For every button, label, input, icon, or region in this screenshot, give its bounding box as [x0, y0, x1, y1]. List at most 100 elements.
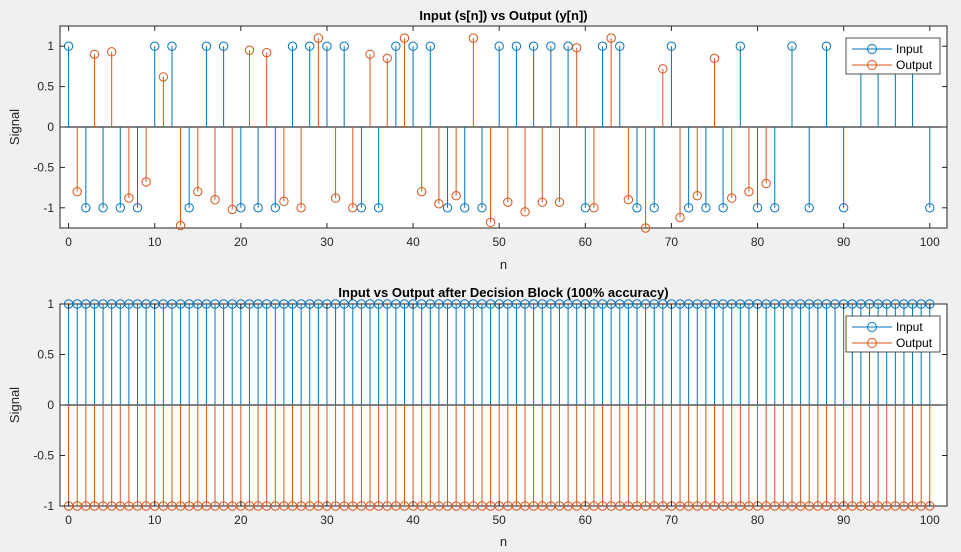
- input-marker-top: [132, 203, 143, 213]
- output-marker-top: [89, 49, 100, 59]
- legend-label-input-top: Input: [896, 42, 923, 56]
- x-axis-label-top: n: [500, 257, 507, 272]
- input-marker-top: [460, 203, 470, 213]
- input-marker-top: [373, 203, 384, 213]
- output-marker-top: [365, 49, 375, 59]
- x-tick-label-bottom: 40: [406, 513, 420, 527]
- output-marker-top: [124, 193, 134, 203]
- legend-entry-input-bottom[interactable]: Input: [852, 320, 923, 334]
- y-tick-label-top: 0: [47, 120, 54, 134]
- output-marker-top: [675, 212, 685, 223]
- x-tick-label-bottom: 90: [837, 513, 851, 527]
- ticks-bottom: 0 10 20 30 40 50 60 70 80 90 100 1 0.5 0 -0.5 -1: [33, 297, 947, 527]
- output-marker-top: [571, 43, 582, 53]
- output-marker-top: [193, 186, 203, 197]
- output-marker-top: [761, 178, 771, 189]
- y-tick-label-top: -0.5: [33, 160, 54, 174]
- input-marker-top: [752, 203, 763, 213]
- output-marker-top: [640, 223, 651, 233]
- input-marker-top: [391, 41, 401, 51]
- input-marker-top: [528, 41, 539, 51]
- input-marker-top: [683, 203, 694, 213]
- input-marker-top: [546, 41, 556, 51]
- legend-box-bottom[interactable]: [845, 315, 941, 353]
- output-marker-top: [485, 217, 496, 228]
- input-marker-top: [218, 41, 229, 51]
- legend-bottom[interactable]: Input Output: [845, 315, 941, 353]
- y-tick-label-top: -1: [43, 201, 54, 215]
- output-marker-top: [537, 197, 547, 207]
- x-tick-label-top: 10: [148, 235, 162, 249]
- output-marker-top: [175, 220, 186, 231]
- output-marker-top: [399, 33, 410, 43]
- output-marker-top: [727, 193, 737, 203]
- input-marker-top: [408, 41, 418, 51]
- output-marker-top: [382, 53, 392, 64]
- input-marker-top: [649, 203, 659, 213]
- legend-entry-output-top[interactable]: Output: [852, 58, 933, 72]
- x-tick-label-bottom: 20: [234, 513, 248, 527]
- x-tick-label-top: 0: [65, 235, 72, 249]
- input-marker-top: [632, 203, 642, 213]
- input-marker-top: [511, 41, 522, 51]
- legend-marker-input-bottom: [867, 322, 877, 332]
- y-tick-label-top: 1: [47, 39, 54, 53]
- input-marker-top: [270, 203, 280, 213]
- subplot-top: 0 10 20 30 40 50 60 70 80 90 100 1 0.5 0 -0.5 -1 Input …: [7, 8, 948, 272]
- output-marker-top: [589, 203, 599, 213]
- legend-box-top[interactable]: [845, 37, 941, 75]
- x-tick-label-bottom: 0: [65, 513, 72, 527]
- chart-title-bottom: Input vs Output after Decision Block (10…: [338, 285, 668, 300]
- x-tick-label-bottom: 30: [320, 513, 334, 527]
- output-marker-top: [348, 203, 358, 213]
- legend-top[interactable]: Input Output: [845, 37, 941, 75]
- input-marker-top: [718, 203, 728, 213]
- input-marker-top: [184, 203, 194, 213]
- input-marker-top: [597, 41, 608, 51]
- output-marker-top: [658, 64, 668, 74]
- x-tick-label-bottom: 80: [751, 513, 765, 527]
- input-marker-top: [787, 41, 797, 51]
- x-tick-label-bottom: 50: [493, 513, 507, 527]
- x-tick-label-bottom: 70: [665, 513, 679, 527]
- stem-marks-top: [60, 33, 947, 233]
- x-tick-label-bottom: 60: [579, 513, 593, 527]
- output-marker-top: [744, 186, 754, 197]
- x-tick-label-top: 40: [406, 235, 420, 249]
- output-marker-top: [416, 186, 427, 197]
- legend-marker-output-bottom: [867, 338, 877, 348]
- output-marker-top: [244, 45, 255, 55]
- x-tick-label-top: 90: [837, 235, 851, 249]
- input-marker-top: [287, 41, 298, 51]
- x-tick-label-top: 30: [320, 235, 334, 249]
- legend-entry-output-bottom[interactable]: Output: [852, 336, 933, 350]
- output-marker-top: [709, 53, 720, 64]
- y-tick-label-bottom: 1: [47, 297, 54, 311]
- legend-entry-input-top[interactable]: Input: [852, 42, 923, 56]
- input-marker-top: [442, 203, 453, 213]
- y-tick-label-bottom: 0.5: [37, 348, 54, 362]
- input-marker-top: [494, 41, 504, 51]
- y-tick-label-bottom: 0: [47, 398, 54, 412]
- x-tick-label-bottom: 10: [148, 513, 162, 527]
- output-marker-top: [106, 47, 117, 57]
- stem-marks-bottom: [60, 299, 947, 511]
- legend-marker-input-top: [867, 44, 877, 54]
- input-marker-top: [701, 203, 711, 213]
- input-marker-top: [838, 203, 849, 213]
- output-marker-top: [623, 195, 634, 205]
- input-marker-top: [925, 203, 935, 213]
- x-tick-label-top: 50: [493, 235, 507, 249]
- y-tick-label-bottom: -0.5: [33, 449, 54, 463]
- x-tick-label-top: 80: [751, 235, 765, 249]
- output-marker-top: [296, 203, 306, 213]
- output-marker-top: [451, 190, 461, 201]
- output-marker-top: [503, 197, 513, 207]
- output-marker-top: [434, 199, 444, 209]
- x-tick-label-top: 70: [665, 235, 679, 249]
- input-marker-top: [821, 41, 832, 51]
- input-marker-top: [804, 203, 814, 213]
- output-marker-top: [520, 207, 530, 217]
- output-marker-top: [330, 193, 341, 203]
